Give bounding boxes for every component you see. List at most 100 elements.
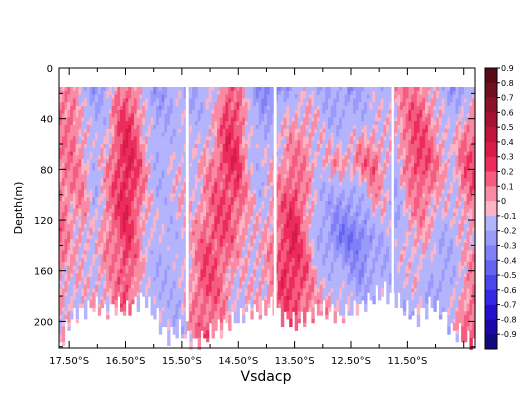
heatmap-cell <box>158 322 163 328</box>
heatmap-cell <box>219 90 224 96</box>
heatmap-cell <box>117 261 121 267</box>
heatmap-cell <box>153 299 157 305</box>
heatmap-cell <box>64 182 68 187</box>
heatmap-cell <box>167 193 171 198</box>
heatmap-cell <box>125 250 129 255</box>
heatmap-cell <box>253 189 257 195</box>
heatmap-cell <box>222 185 226 191</box>
heatmap-cell <box>86 136 91 141</box>
heatmap-cell <box>142 292 146 297</box>
heatmap-cell <box>103 246 107 252</box>
heatmap-cell <box>225 159 229 164</box>
heatmap-cell <box>228 166 232 172</box>
heatmap-cell <box>278 155 282 160</box>
heatmap-cell <box>89 299 93 305</box>
heatmap-cell <box>78 254 82 259</box>
heatmap-cell <box>236 303 240 309</box>
heatmap-cell <box>233 94 238 100</box>
heatmap-cell <box>108 163 113 168</box>
heatmap-cell <box>83 235 88 240</box>
heatmap-cell <box>208 220 213 225</box>
heatmap-cell <box>264 216 268 221</box>
heatmap-cell <box>67 125 71 130</box>
heatmap-cell <box>136 208 141 214</box>
heatmap-cell <box>61 258 66 263</box>
heatmap-cell <box>169 208 174 214</box>
heatmap-cell <box>233 208 238 214</box>
heatmap-cell <box>131 174 135 179</box>
heatmap-cell <box>278 109 282 115</box>
heatmap-cell <box>61 239 66 244</box>
heatmap-cell <box>233 182 238 187</box>
heatmap-cell <box>219 204 224 210</box>
heatmap-cell <box>175 269 179 274</box>
heatmap-cell <box>67 132 71 138</box>
heatmap-cell <box>278 193 282 198</box>
heatmap-cell <box>169 303 174 309</box>
heatmap-cell <box>139 136 143 141</box>
heatmap-cell <box>192 330 196 335</box>
heatmap-cell <box>75 109 80 115</box>
heatmap-cell <box>181 269 185 274</box>
heatmap-cell <box>150 178 154 183</box>
heatmap-cell <box>172 193 177 198</box>
heatmap-cell <box>95 220 99 225</box>
heatmap-cell <box>158 94 163 100</box>
heatmap-cell <box>169 144 174 149</box>
heatmap-cell <box>128 189 132 195</box>
heatmap-cell <box>117 284 121 290</box>
heatmap-cell <box>128 227 132 233</box>
heatmap-cell <box>167 140 171 145</box>
heatmap-cell <box>250 303 254 309</box>
heatmap-cell <box>103 197 107 202</box>
heatmap-cell <box>120 284 124 290</box>
heatmap-cell <box>194 201 199 206</box>
heatmap-cell <box>189 223 193 229</box>
heatmap-cell <box>225 121 229 126</box>
heatmap-cell <box>217 125 221 130</box>
heatmap-cell <box>100 250 104 255</box>
heatmap-cell <box>230 117 235 122</box>
heatmap-cell <box>197 182 202 187</box>
heatmap-cell <box>167 216 171 221</box>
heatmap-cell <box>236 151 240 157</box>
heatmap-cell <box>280 322 285 328</box>
heatmap-cell <box>144 220 149 225</box>
heatmap-cell <box>189 170 193 176</box>
heatmap-cell <box>136 125 141 130</box>
heatmap-cell <box>117 174 121 179</box>
heatmap-cell <box>178 178 182 183</box>
heatmap-cell <box>258 132 263 138</box>
heatmap-cell <box>189 117 193 122</box>
heatmap-cell <box>250 151 254 157</box>
heatmap-cell <box>255 117 260 122</box>
heatmap-cell <box>106 121 110 126</box>
heatmap-cell <box>178 299 182 305</box>
heatmap-cell <box>83 242 88 248</box>
heatmap-cell <box>61 136 66 141</box>
heatmap-cell <box>114 117 118 122</box>
heatmap-cell <box>97 136 102 141</box>
heatmap-cell <box>275 258 279 263</box>
heatmap-cell <box>242 246 246 252</box>
heatmap-cell <box>83 174 88 179</box>
heatmap-cell <box>178 277 182 282</box>
heatmap-cell <box>269 182 274 187</box>
heatmap-cell <box>205 140 210 145</box>
heatmap-cell <box>242 166 246 172</box>
heatmap-cell <box>61 235 66 240</box>
heatmap-cell <box>280 299 285 305</box>
heatmap-cell <box>111 182 116 187</box>
heatmap-cell <box>111 220 116 225</box>
heatmap-cell <box>214 307 218 312</box>
heatmap-cell <box>103 102 107 107</box>
heatmap-cell <box>92 307 96 312</box>
heatmap-cell <box>269 136 274 141</box>
heatmap-cell <box>150 163 154 168</box>
heatmap-cell <box>219 280 224 286</box>
heatmap-cell <box>203 87 207 92</box>
heatmap-cell <box>133 151 138 157</box>
heatmap-cell <box>189 242 193 248</box>
heatmap-cell <box>214 163 218 168</box>
heatmap-cell <box>203 220 207 225</box>
